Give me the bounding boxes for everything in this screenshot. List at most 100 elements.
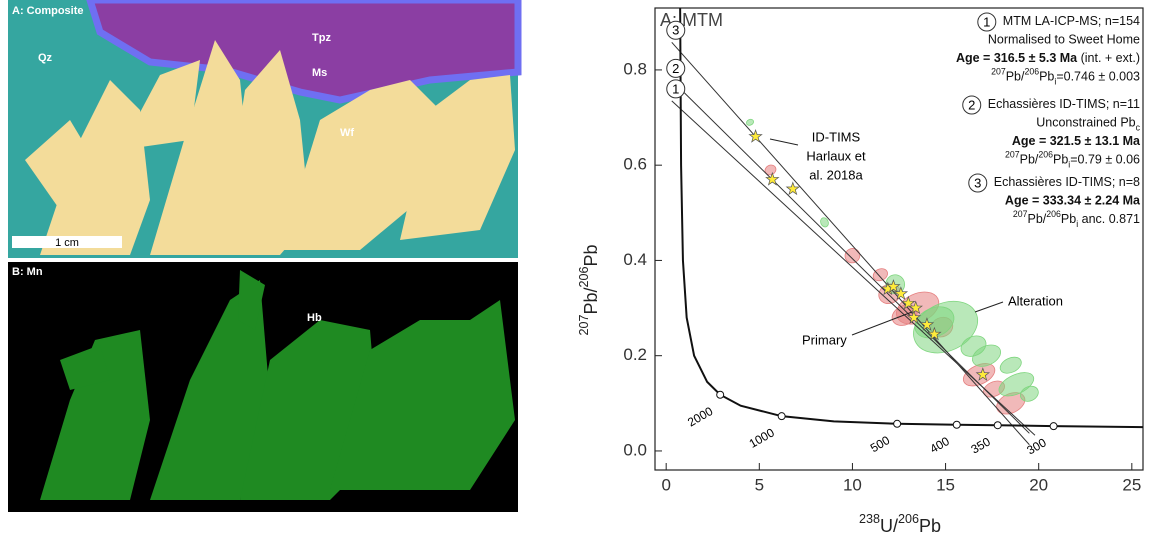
id-tims-star <box>765 171 780 186</box>
legend-text: Unconstrained Pbc <box>1036 116 1140 133</box>
plot: 0 5 10 15 20 250.00.20.40.60.8238U/206Pb207Pb… <box>577 7 1144 536</box>
age-marker <box>893 419 902 428</box>
age-marker <box>716 390 725 399</box>
id-tims-star <box>748 129 763 143</box>
legend-marker <box>977 12 997 32</box>
text-part: Unconstrained Pb <box>1036 116 1135 130</box>
y-tick-label: 0.6 <box>623 155 647 174</box>
text-part: 238 <box>859 512 880 526</box>
image-label: Ms <box>312 67 327 79</box>
text-part: i <box>1076 219 1078 229</box>
y-tick-label: 0.0 <box>623 440 647 459</box>
age-label: 500 <box>868 433 893 455</box>
age-label: 350 <box>968 434 993 456</box>
data-ellipse <box>960 335 987 357</box>
y-axis-title: 207Pb/206Pb <box>577 244 600 335</box>
text-part: Pb/ <box>581 288 601 315</box>
legend-marker <box>968 173 988 193</box>
annotation-arrow <box>769 138 799 146</box>
legend-text: Normalised to Sweet Home <box>988 33 1140 47</box>
legend-text: Echassières ID-TIMS; n=8 <box>994 175 1140 189</box>
image-label: A: Composite <box>12 5 84 17</box>
data-ellipse <box>820 217 829 228</box>
id-tims-star <box>919 317 935 331</box>
image-label: Tpz <box>312 32 331 44</box>
text-part: Pb/ <box>1020 153 1039 167</box>
id-tims-star <box>975 367 991 381</box>
legend-text: 207Pb/206Pbi=0.746 ± 0.003 <box>991 67 1140 87</box>
text-part: 207 <box>1013 209 1028 219</box>
data-ellipse <box>1020 385 1039 402</box>
data-ellipse <box>999 356 1022 374</box>
text-part: Pb <box>581 244 601 266</box>
legend-marker <box>962 95 982 115</box>
annotation: ID-TIMS <box>812 129 861 144</box>
age-label: 400 <box>927 434 952 456</box>
x-tick-label: 0 <box>661 475 670 494</box>
line-marker-label: 2 <box>672 61 679 76</box>
annotation: Primary <box>802 332 847 347</box>
legend-marker-label: 3 <box>974 175 981 190</box>
text-part: anc. 0.871 <box>1078 212 1140 226</box>
annotation: al. 2018a <box>809 167 863 182</box>
text-part: 207 <box>991 67 1006 77</box>
legend-text: Age = 316.5 ± 5.3 Ma (int. + ext.) <box>956 51 1140 65</box>
text-part: Age = 316.5 ± 5.3 Ma <box>956 51 1078 65</box>
text-part: Echassières ID-TIMS; n=8 <box>994 175 1140 189</box>
text-part: Pb/ <box>1006 70 1025 84</box>
text-part: i <box>1068 160 1070 170</box>
data-ellipse <box>844 248 861 264</box>
text-part: Pb <box>1061 212 1076 226</box>
age-label: 1000 <box>747 425 777 451</box>
text-part: 206 <box>1024 67 1039 77</box>
age-marker <box>993 421 1002 430</box>
annotation-arrow <box>851 311 913 336</box>
legend-text: Age = 333.34 ± 2.24 Ma <box>1005 194 1141 208</box>
text-part: 206 <box>1038 150 1053 160</box>
annotation-arrow <box>974 301 1004 313</box>
age-marker <box>1049 422 1058 431</box>
age-marker <box>777 412 786 421</box>
x-tick-label: 15 <box>936 475 955 494</box>
plot-frame <box>654 7 1144 471</box>
line-marker <box>666 20 686 40</box>
data-ellipse <box>746 118 754 126</box>
image-label: B: Mn <box>12 266 43 278</box>
text-part: Pb <box>919 516 941 536</box>
id-tims-star <box>901 295 916 310</box>
age-label: 2000 <box>685 404 715 430</box>
text-part: =0.746 ± 0.003 <box>1056 70 1140 84</box>
text-part: c <box>1136 123 1141 133</box>
annotation: Harlaux et <box>806 148 866 163</box>
topaz-region <box>86 0 522 104</box>
text-part: Echassières ID-TIMS; n=11 <box>988 97 1140 111</box>
text-part: (int. + ext.) <box>1077 51 1140 65</box>
x-tick-label: 10 <box>843 475 862 494</box>
text-part: =0.79 ± 0.06 <box>1070 153 1140 167</box>
concordia-curve <box>679 8 1143 429</box>
text-part: MTM LA-ICP-MS; n=154 <box>1003 14 1140 28</box>
y-tick-label: 0.2 <box>623 345 647 364</box>
text-part: 206 <box>1046 209 1061 219</box>
text-part: Age = 333.34 ± 2.24 Ma <box>1005 194 1141 208</box>
scale-label: 1 cm <box>55 237 79 249</box>
text-part: i <box>1054 77 1056 87</box>
id-tims-star <box>927 326 942 341</box>
legend-text: 207Pb/206Pbi anc. 0.871 <box>1013 209 1140 229</box>
image-label: Wf <box>340 127 354 139</box>
line-marker-label: 3 <box>672 23 679 38</box>
image-label: Qz <box>38 52 53 64</box>
regression-line <box>671 41 1030 446</box>
data-ellipse <box>764 164 777 176</box>
legend-marker-label: 2 <box>968 97 975 112</box>
x-axis-title: 238U/206Pb <box>859 512 941 535</box>
y-tick-label: 0.4 <box>623 250 647 269</box>
text-part: 207 <box>577 315 591 336</box>
line-marker-label: 1 <box>672 81 679 96</box>
wolframite-crystals <box>25 40 515 255</box>
mn-map-crystals <box>40 270 515 500</box>
text-part: U/ <box>880 516 898 536</box>
panel-a-image <box>8 0 522 258</box>
text-part: Pb <box>1053 153 1068 167</box>
